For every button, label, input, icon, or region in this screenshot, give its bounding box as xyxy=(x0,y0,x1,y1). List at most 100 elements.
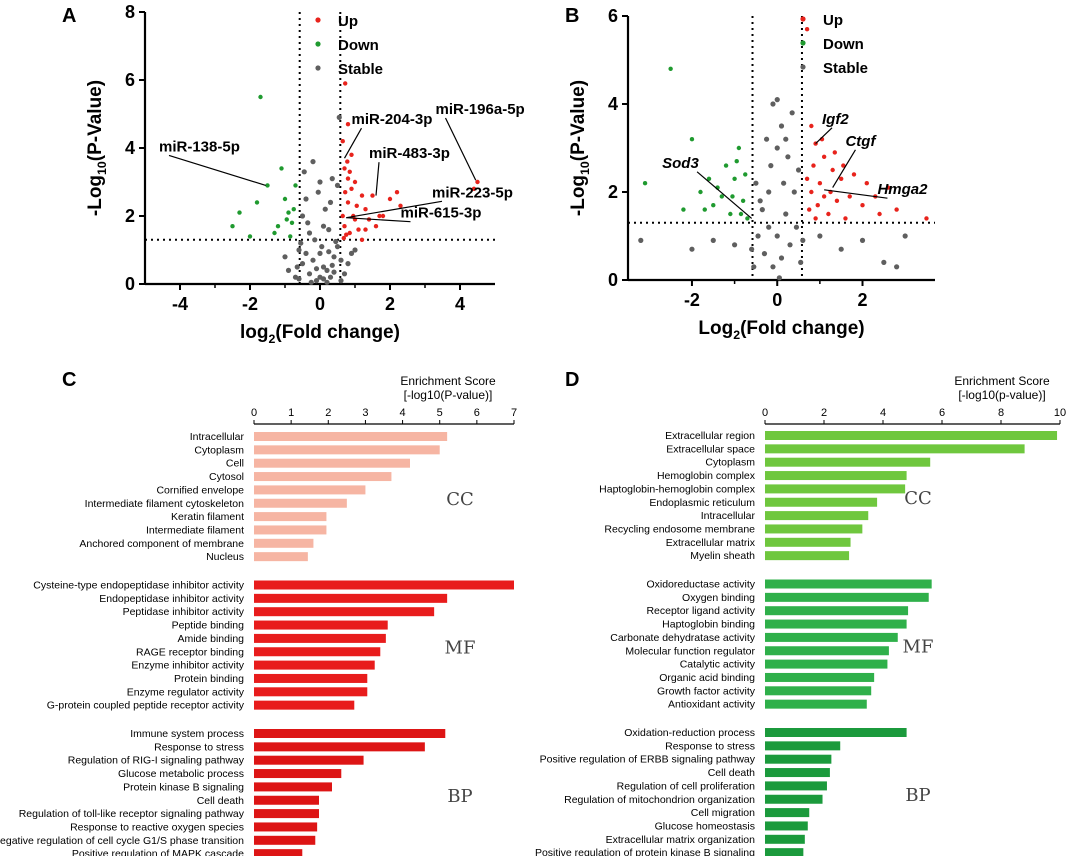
y-axis-label: -Log10(P-Value) xyxy=(568,80,592,216)
bar-category-label: Catalytic activity xyxy=(680,659,756,671)
annotation-leader-line xyxy=(346,217,411,223)
gene-annotation-label: miR-615-3p xyxy=(401,205,482,222)
up-point xyxy=(838,176,844,181)
bar xyxy=(254,647,381,657)
x-tick-label: 10 xyxy=(1054,407,1066,419)
up-point xyxy=(347,169,352,174)
bar xyxy=(254,538,314,548)
up-point xyxy=(877,211,882,217)
bar xyxy=(765,781,827,791)
bar-category-label: Endoplasmic reticulum xyxy=(649,497,755,509)
annotation-leader-line xyxy=(343,127,363,159)
stable-point xyxy=(774,97,780,103)
stable-point xyxy=(894,264,900,270)
x-tick-label: 2 xyxy=(385,294,395,314)
gene-annotation-label: miR-196a-5p xyxy=(436,101,525,118)
stable-point xyxy=(341,271,348,277)
down-point xyxy=(698,189,703,195)
legend-label-up: Up xyxy=(823,12,843,29)
up-point xyxy=(851,172,857,177)
bar-category-label: Endopeptidase inhibitor activity xyxy=(99,593,245,605)
up-point xyxy=(804,27,810,32)
enrichment-panel-C: C Enrichment Score[-log10(P-value)] 0 1 2 3 4 5… xyxy=(0,369,517,856)
bar-category-label: Cornified envelope xyxy=(156,484,244,496)
stable-point xyxy=(327,274,334,280)
stable-point xyxy=(305,220,311,226)
stable-point xyxy=(817,233,823,239)
bar-category-label: Intermediate filament xyxy=(146,524,244,536)
bar-category-label: Intracellular xyxy=(190,431,245,443)
stable-point xyxy=(774,145,780,151)
stable-point xyxy=(787,242,793,248)
up-point xyxy=(843,216,848,221)
up-point xyxy=(373,224,379,229)
up-point xyxy=(804,176,810,181)
bar xyxy=(254,700,355,710)
scatter-points xyxy=(230,81,480,285)
stable-point xyxy=(327,199,334,205)
up-point xyxy=(344,232,349,237)
panel-letter-C: C xyxy=(62,369,76,391)
bar xyxy=(765,497,878,507)
bar xyxy=(765,699,867,709)
bar xyxy=(254,607,435,617)
bar xyxy=(254,835,316,845)
bar xyxy=(254,552,308,562)
bar xyxy=(254,769,342,779)
bar xyxy=(254,849,303,856)
stable-point xyxy=(329,176,335,182)
bar-category-label: Extracellular region xyxy=(665,430,755,442)
down-point xyxy=(275,224,281,229)
up-point xyxy=(354,203,359,208)
bar-category-label: Protein binding xyxy=(174,673,244,685)
bar-category-label: Cysteine-type endopeptidase inhibitor ac… xyxy=(33,580,244,592)
stable-point xyxy=(285,267,292,273)
up-point xyxy=(894,207,899,212)
group-label-mf: MF xyxy=(445,637,476,658)
bar-group-mf: Cysteine-type endopeptidase inhibitor ac… xyxy=(33,580,514,712)
up-point xyxy=(343,81,348,86)
up-point xyxy=(341,235,346,241)
stable-point xyxy=(306,271,313,277)
annotation-leader-line xyxy=(815,127,833,145)
stable-point xyxy=(324,279,330,285)
bar-category-label: Anchored component of membrane xyxy=(79,538,244,550)
up-point xyxy=(370,193,375,198)
stable-point xyxy=(326,249,332,255)
up-point xyxy=(826,211,831,217)
stable-point xyxy=(310,159,316,165)
bar xyxy=(765,511,869,521)
bar xyxy=(254,512,327,522)
up-point xyxy=(809,123,814,129)
down-point xyxy=(681,207,686,212)
up-point xyxy=(811,163,816,168)
x-tick-label: 2 xyxy=(325,407,331,419)
legend-label-stable: Stable xyxy=(823,60,868,77)
bar xyxy=(765,794,823,804)
x-tick-label: 4 xyxy=(400,407,406,419)
bar-category-label: Cytosol xyxy=(209,471,244,483)
up-point xyxy=(377,213,382,219)
stable-point xyxy=(299,213,306,219)
bar xyxy=(765,431,1058,440)
stable-point xyxy=(761,251,768,257)
bar-category-label: Intermediate filament cytoskeleton xyxy=(85,498,244,510)
bar-category-label: Organic acid binding xyxy=(659,672,755,684)
bar xyxy=(254,620,388,630)
bar xyxy=(254,498,347,508)
down-point xyxy=(289,220,295,225)
up-point xyxy=(815,203,820,208)
bar-category-label: Regulation of RIG-I signaling pathway xyxy=(68,755,245,767)
up-point xyxy=(809,189,814,195)
bar-category-label: Cytoplasm xyxy=(705,457,755,469)
down-point xyxy=(288,234,293,239)
up-point xyxy=(885,185,891,190)
bar xyxy=(765,592,929,602)
volcano-panel-B: B 0 2 4 6 -2 0 2 Igf2 Ctgf Hmga2 Sod3 Up Down Stable xyxy=(565,5,935,310)
bar-category-label: Enzyme inhibitor activity xyxy=(131,660,244,672)
annotation-leader-line xyxy=(824,189,888,199)
down-point xyxy=(723,163,729,168)
bar-category-label: Positive regulation of protein kinase B … xyxy=(535,847,755,856)
stable-point xyxy=(282,254,288,260)
axis-title-unit: [-log10(P-value)] xyxy=(404,388,493,402)
